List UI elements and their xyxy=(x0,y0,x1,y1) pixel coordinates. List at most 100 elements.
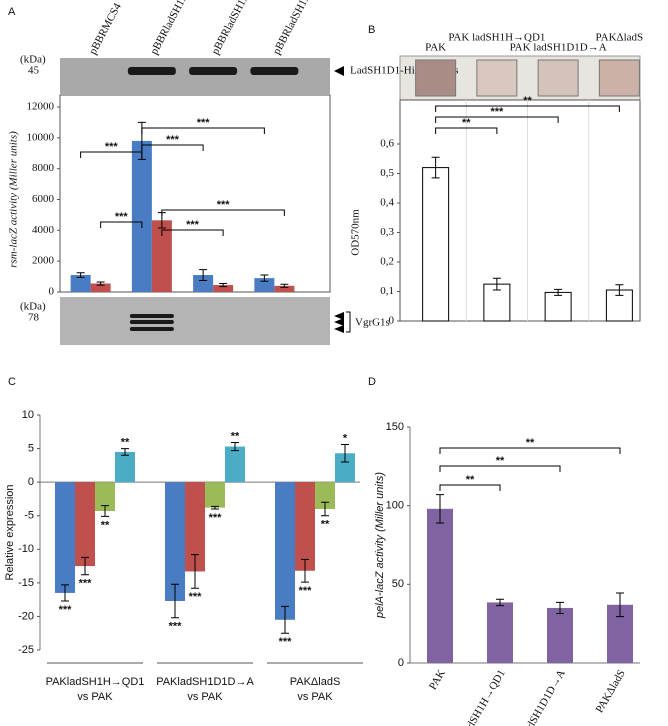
blot-band xyxy=(129,327,174,331)
plot-frame xyxy=(399,99,641,322)
bar xyxy=(165,482,185,601)
significance-label: *** xyxy=(279,636,293,648)
panel-letter: A xyxy=(8,6,16,18)
x-tick-label: PAKladSH1D1D→A xyxy=(510,668,568,726)
significance-bracket xyxy=(435,116,559,123)
blot-arrow xyxy=(334,312,344,320)
panel-letter: B xyxy=(368,24,375,36)
significance-label: *** xyxy=(490,106,504,118)
bar xyxy=(185,482,205,572)
blot-bracket xyxy=(346,311,351,333)
error-bar xyxy=(301,558,309,583)
x-tick-label: pBBRladSH1D1 xyxy=(148,0,193,57)
significance-bracket xyxy=(141,127,265,134)
blot-band xyxy=(250,67,299,75)
blot-arrow xyxy=(334,325,344,333)
error-bar xyxy=(61,584,69,602)
photo xyxy=(415,59,457,97)
significance-label: ** xyxy=(231,430,240,442)
significance-bracket xyxy=(439,447,621,454)
error-bar xyxy=(431,156,440,179)
bar xyxy=(55,482,75,593)
blot-bottom xyxy=(60,297,330,345)
significance-label: *** xyxy=(115,211,129,223)
significance-label: *** xyxy=(105,141,119,153)
y-tick-label: 2000 xyxy=(32,255,55,267)
significance-label: *** xyxy=(166,134,180,146)
bar xyxy=(151,220,172,292)
bar xyxy=(131,140,152,292)
error-bar xyxy=(260,274,269,282)
x-tick-label: PAKΔladS xyxy=(290,676,341,688)
bar xyxy=(487,602,513,663)
blot-marker: 78 xyxy=(28,312,40,324)
y-tick-label: 0 xyxy=(28,476,34,488)
error-bar xyxy=(616,592,624,618)
bar xyxy=(225,446,245,483)
plot-frame xyxy=(59,94,331,293)
error-bar xyxy=(496,598,504,607)
significance-label: ** xyxy=(121,436,130,448)
y-tick-label: 0,3 xyxy=(380,226,394,238)
significance-label: *** xyxy=(299,585,313,597)
error-bar xyxy=(615,284,624,296)
y-axis-label: OD570nm xyxy=(350,209,362,256)
error-bar xyxy=(76,272,85,278)
significance-bracket xyxy=(141,144,204,151)
y-tick-label: 0,4 xyxy=(380,197,394,209)
error-bar xyxy=(101,505,109,517)
significance-label: ** xyxy=(321,519,330,531)
significance-bracket xyxy=(439,465,561,472)
y-tick-label: -25 xyxy=(18,644,34,656)
significance-label: *** xyxy=(186,219,200,231)
error-bar xyxy=(96,281,105,286)
error-bar xyxy=(341,444,349,463)
bar xyxy=(315,482,335,509)
y-tick-label: 0,2 xyxy=(380,256,394,268)
bar xyxy=(274,285,295,292)
significance-label: ** xyxy=(101,519,110,531)
error-bar xyxy=(556,601,564,614)
bar xyxy=(275,482,295,620)
y-tick-label: 0 xyxy=(398,657,404,669)
significance-label: *** xyxy=(79,578,93,590)
y-tick-label: 10 xyxy=(22,409,34,421)
x-tick-label: pBBRMCS4 xyxy=(87,1,124,57)
significance-label: *** xyxy=(169,621,183,633)
error-bar xyxy=(171,583,179,619)
x-tick-label: PAKladSH1D1D→A xyxy=(156,676,254,688)
y-tick-label: 150 xyxy=(386,421,404,433)
x-tick-label: pBBRladSH1D1D→A xyxy=(271,0,329,57)
error-bar xyxy=(81,556,89,576)
x-tick-sublabel: vs PAK xyxy=(297,691,333,703)
y-axis-label: Relative expression xyxy=(4,485,16,581)
x-tick-label: pBBRladSH1H→QD1 xyxy=(209,0,267,57)
error-bar xyxy=(121,448,129,456)
blot-marker: 45 xyxy=(28,65,40,77)
significance-label: *** xyxy=(217,199,231,211)
bar xyxy=(427,508,453,663)
y-tick-label: 100 xyxy=(386,500,404,512)
y-tick-label: -5 xyxy=(24,510,34,522)
y-tick-label: 10000 xyxy=(27,131,55,143)
error-bar xyxy=(492,277,501,291)
x-tick-label: PAK ladSH1D1D→A xyxy=(510,42,607,54)
x-tick-label: PAKladSH1H→QD1 xyxy=(450,668,508,726)
significance-bracket xyxy=(100,221,143,228)
x-tick-label: PAK xyxy=(427,668,448,692)
significance-label: *** xyxy=(189,591,203,603)
error-bar xyxy=(231,442,239,452)
blot-band xyxy=(129,320,174,324)
y-tick-label: 0,1 xyxy=(380,285,394,297)
blot-arrow xyxy=(334,66,344,76)
bar xyxy=(205,482,225,508)
x-tick-label: PAKΔladS xyxy=(594,668,628,715)
panel-letter: C xyxy=(8,376,16,388)
bar xyxy=(70,275,91,292)
y-tick-label: 0 xyxy=(389,315,395,327)
significance-label: * xyxy=(343,432,348,444)
error-bar xyxy=(199,269,208,281)
blot-band xyxy=(127,67,176,75)
y-tick-label: 8000 xyxy=(32,162,55,174)
